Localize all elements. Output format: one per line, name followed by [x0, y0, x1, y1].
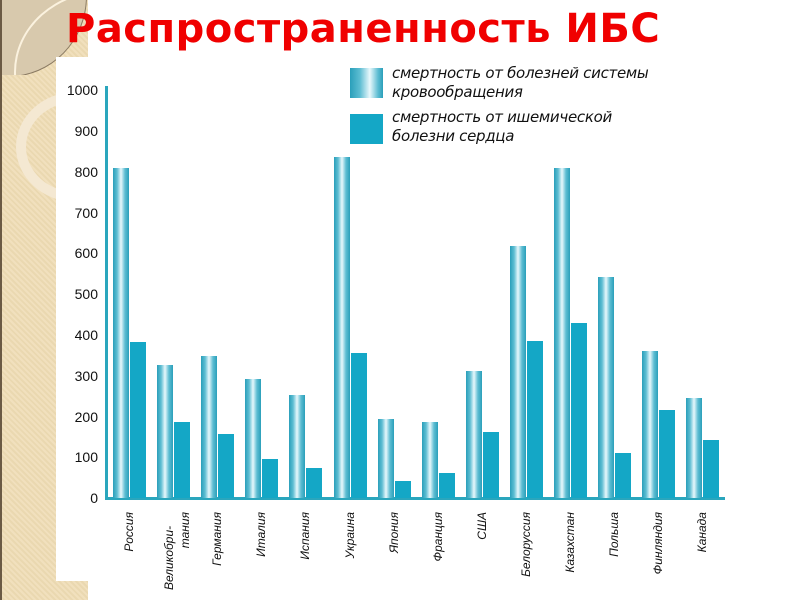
bar-circulatory: [333, 157, 350, 498]
y-tick-label: 800: [74, 164, 98, 180]
bar-ihd: [526, 341, 543, 498]
legend-line: болезни сердца: [392, 127, 515, 145]
x-axis-label: Великобри-: [162, 525, 177, 590]
legend-label-circulatory: смертность от болезней системы кровообра…: [392, 64, 649, 102]
slide-title: Распространенность ИБС: [66, 6, 661, 52]
x-axis-label: тания: [178, 512, 193, 549]
x-axis-label: США: [474, 512, 489, 540]
bar-circulatory: [377, 419, 394, 498]
x-axis-label: Франция: [430, 512, 445, 562]
slide-border-left: [0, 0, 2, 600]
legend-label-ihd: смертность от ишемической болезни сердца: [392, 108, 612, 146]
bar-ihd: [703, 440, 720, 498]
x-axis-label: Германия: [210, 512, 225, 566]
y-tick-label: 200: [74, 409, 98, 425]
bar-ihd: [350, 353, 367, 498]
x-axis-label: Белоруссия: [518, 512, 533, 577]
bar-circulatory: [598, 277, 615, 498]
bar-ihd: [130, 342, 146, 498]
bar-ihd: [174, 422, 191, 498]
bar-circulatory: [113, 168, 129, 498]
legend-swatch-circulatory: [350, 68, 383, 98]
bar-circulatory: [686, 398, 703, 498]
y-tick-label: 600: [74, 245, 98, 261]
x-axis-label: Казахстан: [563, 512, 577, 573]
x-axis-label: Япония: [386, 512, 401, 554]
bar-ihd: [615, 453, 632, 498]
y-tick-label: 500: [74, 286, 98, 302]
legend-line: кровообращения: [392, 83, 523, 101]
bar-circulatory: [157, 365, 174, 498]
bar-circulatory: [245, 379, 262, 498]
x-axis-label: Россия: [122, 512, 136, 552]
bar-circulatory: [421, 422, 438, 498]
y-tick-label: 900: [74, 123, 98, 139]
x-axis-label: Канада: [695, 512, 710, 553]
bar-circulatory: [642, 351, 659, 498]
y-tick-label: 400: [74, 327, 98, 343]
x-axis: [105, 497, 725, 500]
y-tick-label: 1000: [66, 82, 98, 98]
y-tick-label: 100: [74, 449, 98, 465]
x-axis-label: Финляндия: [651, 512, 666, 575]
bar-circulatory: [554, 168, 570, 498]
bar-ihd: [482, 432, 499, 498]
bar-circulatory: [201, 356, 218, 498]
bar-ihd: [262, 459, 279, 498]
bar-ihd: [438, 473, 455, 498]
bar-ihd: [394, 481, 411, 498]
bar-ihd: [659, 410, 676, 498]
bar-ihd: [571, 323, 587, 498]
legend-line: смертность от ишемической: [392, 108, 612, 126]
bar-ihd: [218, 434, 235, 498]
bar-circulatory: [465, 371, 482, 498]
x-axis-label: Польша: [607, 512, 622, 557]
bar-ihd: [306, 468, 323, 498]
x-axis-label: Италия: [254, 512, 269, 557]
title-area: [88, 0, 800, 57]
y-tick-label: 300: [74, 368, 98, 384]
legend-line: смертность от болезней системы: [392, 64, 649, 82]
x-axis-label: Испания: [298, 512, 313, 560]
y-tick-label: 0: [90, 490, 98, 506]
bar-circulatory: [289, 395, 306, 498]
bar-circulatory: [509, 246, 526, 498]
y-tick-label: 700: [74, 205, 98, 221]
y-axis: [105, 86, 108, 500]
x-axis-label: Украина: [342, 512, 357, 559]
legend-swatch-ihd: [350, 114, 383, 144]
